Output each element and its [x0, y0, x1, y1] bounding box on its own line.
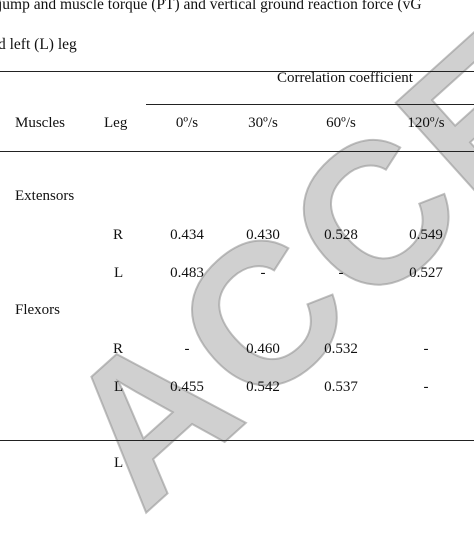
leg-label: L: [114, 379, 124, 395]
table-cell: -: [260, 265, 266, 281]
table-cell: 0.455: [170, 379, 204, 395]
top-rule: [0, 71, 474, 72]
table-cell: -: [423, 379, 429, 395]
correlation-coefficient-header: Correlation coefficient: [277, 70, 413, 86]
table-cell: 0.460: [246, 341, 280, 357]
group-label-extensors: Extensors: [15, 188, 75, 204]
leg-label: R: [113, 341, 124, 357]
table-cell: 0.549: [409, 227, 443, 243]
table-caption-line-1: jump and muscle torque (PT) and vertical…: [0, 0, 422, 13]
speed-header-120: 120º/s: [407, 115, 445, 131]
leg-column-header: Leg: [104, 115, 128, 131]
leg-label: L: [114, 265, 124, 281]
table-cell: 0.430: [246, 227, 280, 243]
table-cell: -: [338, 265, 344, 281]
table-cell: 0.483: [170, 265, 204, 281]
muscles-column-header: Muscles: [15, 115, 65, 131]
speed-header-0: 0º/s: [175, 115, 199, 131]
table-cell: 0.527: [409, 265, 443, 281]
group-label-flexors: Flexors: [15, 302, 60, 318]
leg-label: R: [113, 227, 124, 243]
table-cell: 0.532: [324, 341, 358, 357]
speed-header-30: 30º/s: [248, 115, 278, 131]
table-cell: -: [423, 341, 429, 357]
table-cell: 0.537: [324, 379, 358, 395]
table-caption-line-2: d left (L) leg: [0, 36, 77, 53]
table-cell: -: [184, 341, 190, 357]
leg-label: L: [114, 455, 124, 471]
table-cell: 0.528: [324, 227, 358, 243]
header-bottom-rule: [0, 151, 474, 152]
table-cell: 0.434: [170, 227, 204, 243]
section-divider-rule: [0, 440, 474, 441]
speed-header-60: 60º/s: [326, 115, 356, 131]
table-cell: 0.542: [246, 379, 280, 395]
group-header-rule: [146, 104, 474, 105]
